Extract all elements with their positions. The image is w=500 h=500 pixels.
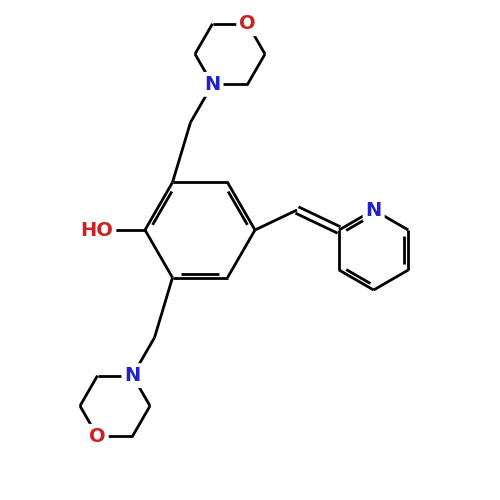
Text: N: N [204,75,220,94]
Text: N: N [366,200,382,220]
Text: O: O [89,427,106,446]
Text: O: O [239,14,256,33]
Text: N: N [124,366,140,385]
Text: HO: HO [80,220,114,240]
